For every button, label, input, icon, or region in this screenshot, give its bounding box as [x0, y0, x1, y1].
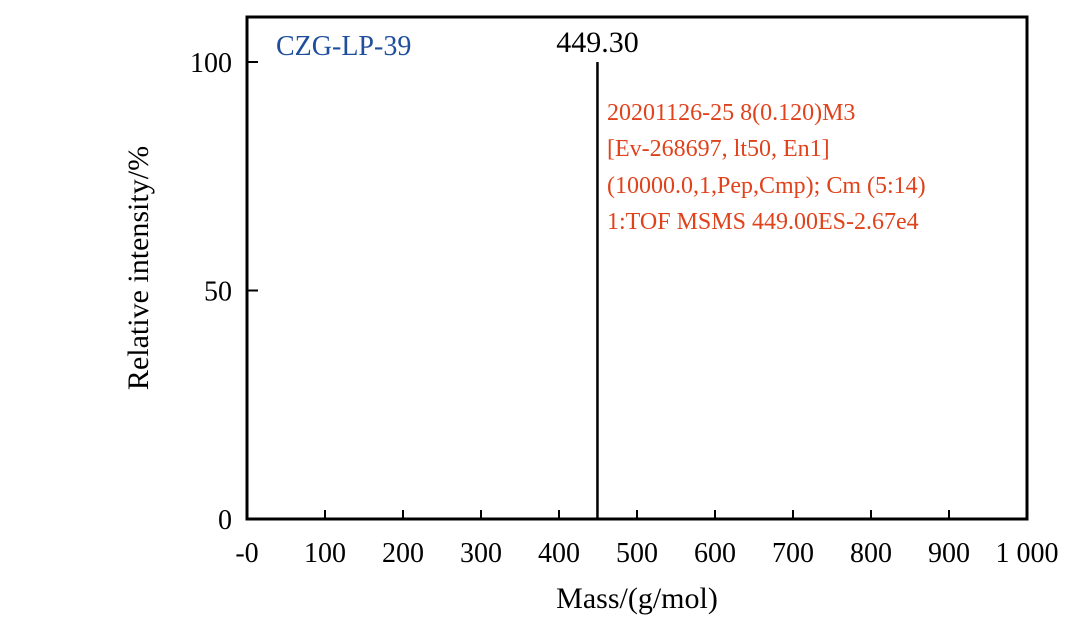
acquisition-info: 20201126-25 8(0.120)M3 [Ev-268697, lt50,…: [607, 100, 926, 235]
sample-label: CZG-LP-39: [276, 31, 411, 62]
x-tick-label: 900: [928, 538, 970, 569]
info-line-1: 20201126-25 8(0.120)M3: [607, 100, 855, 126]
x-axis-ticks: -0 100 200 300 400 500 600 700 800 900 1 000: [235, 510, 1059, 569]
y-tick-label: 100: [190, 48, 232, 79]
x-tick-label: 600: [694, 538, 736, 569]
peak-label: 449.30: [556, 26, 639, 59]
x-tick-label: 500: [616, 538, 658, 569]
x-tick-label: 100: [304, 538, 346, 569]
x-tick-label: 300: [460, 538, 502, 569]
y-axis-title: Relative intensity/%: [122, 146, 155, 390]
info-line-2: [Ev-268697, lt50, En1]: [607, 136, 830, 162]
y-tick-label: 0: [218, 505, 232, 536]
x-tick-label: 800: [850, 538, 892, 569]
peaks: 449.30: [556, 26, 639, 519]
info-line-4: 1:TOF MSMS 449.00ES-2.67e4: [607, 209, 919, 235]
x-tick-label: 1 000: [996, 538, 1059, 569]
y-axis-ticks: 0 50 100: [190, 48, 258, 536]
info-line-3: (10000.0,1,Pep,Cmp); Cm (5:14): [607, 173, 926, 199]
plot-frame: [245, 15, 1029, 521]
x-axis-title: Mass/(g/mol): [556, 582, 718, 615]
x-tick-label: 700: [772, 538, 814, 569]
x-tick-label: -0: [235, 538, 258, 569]
x-tick-label: 400: [538, 538, 580, 569]
x-tick-label: 200: [382, 538, 424, 569]
y-tick-label: 50: [204, 277, 232, 308]
